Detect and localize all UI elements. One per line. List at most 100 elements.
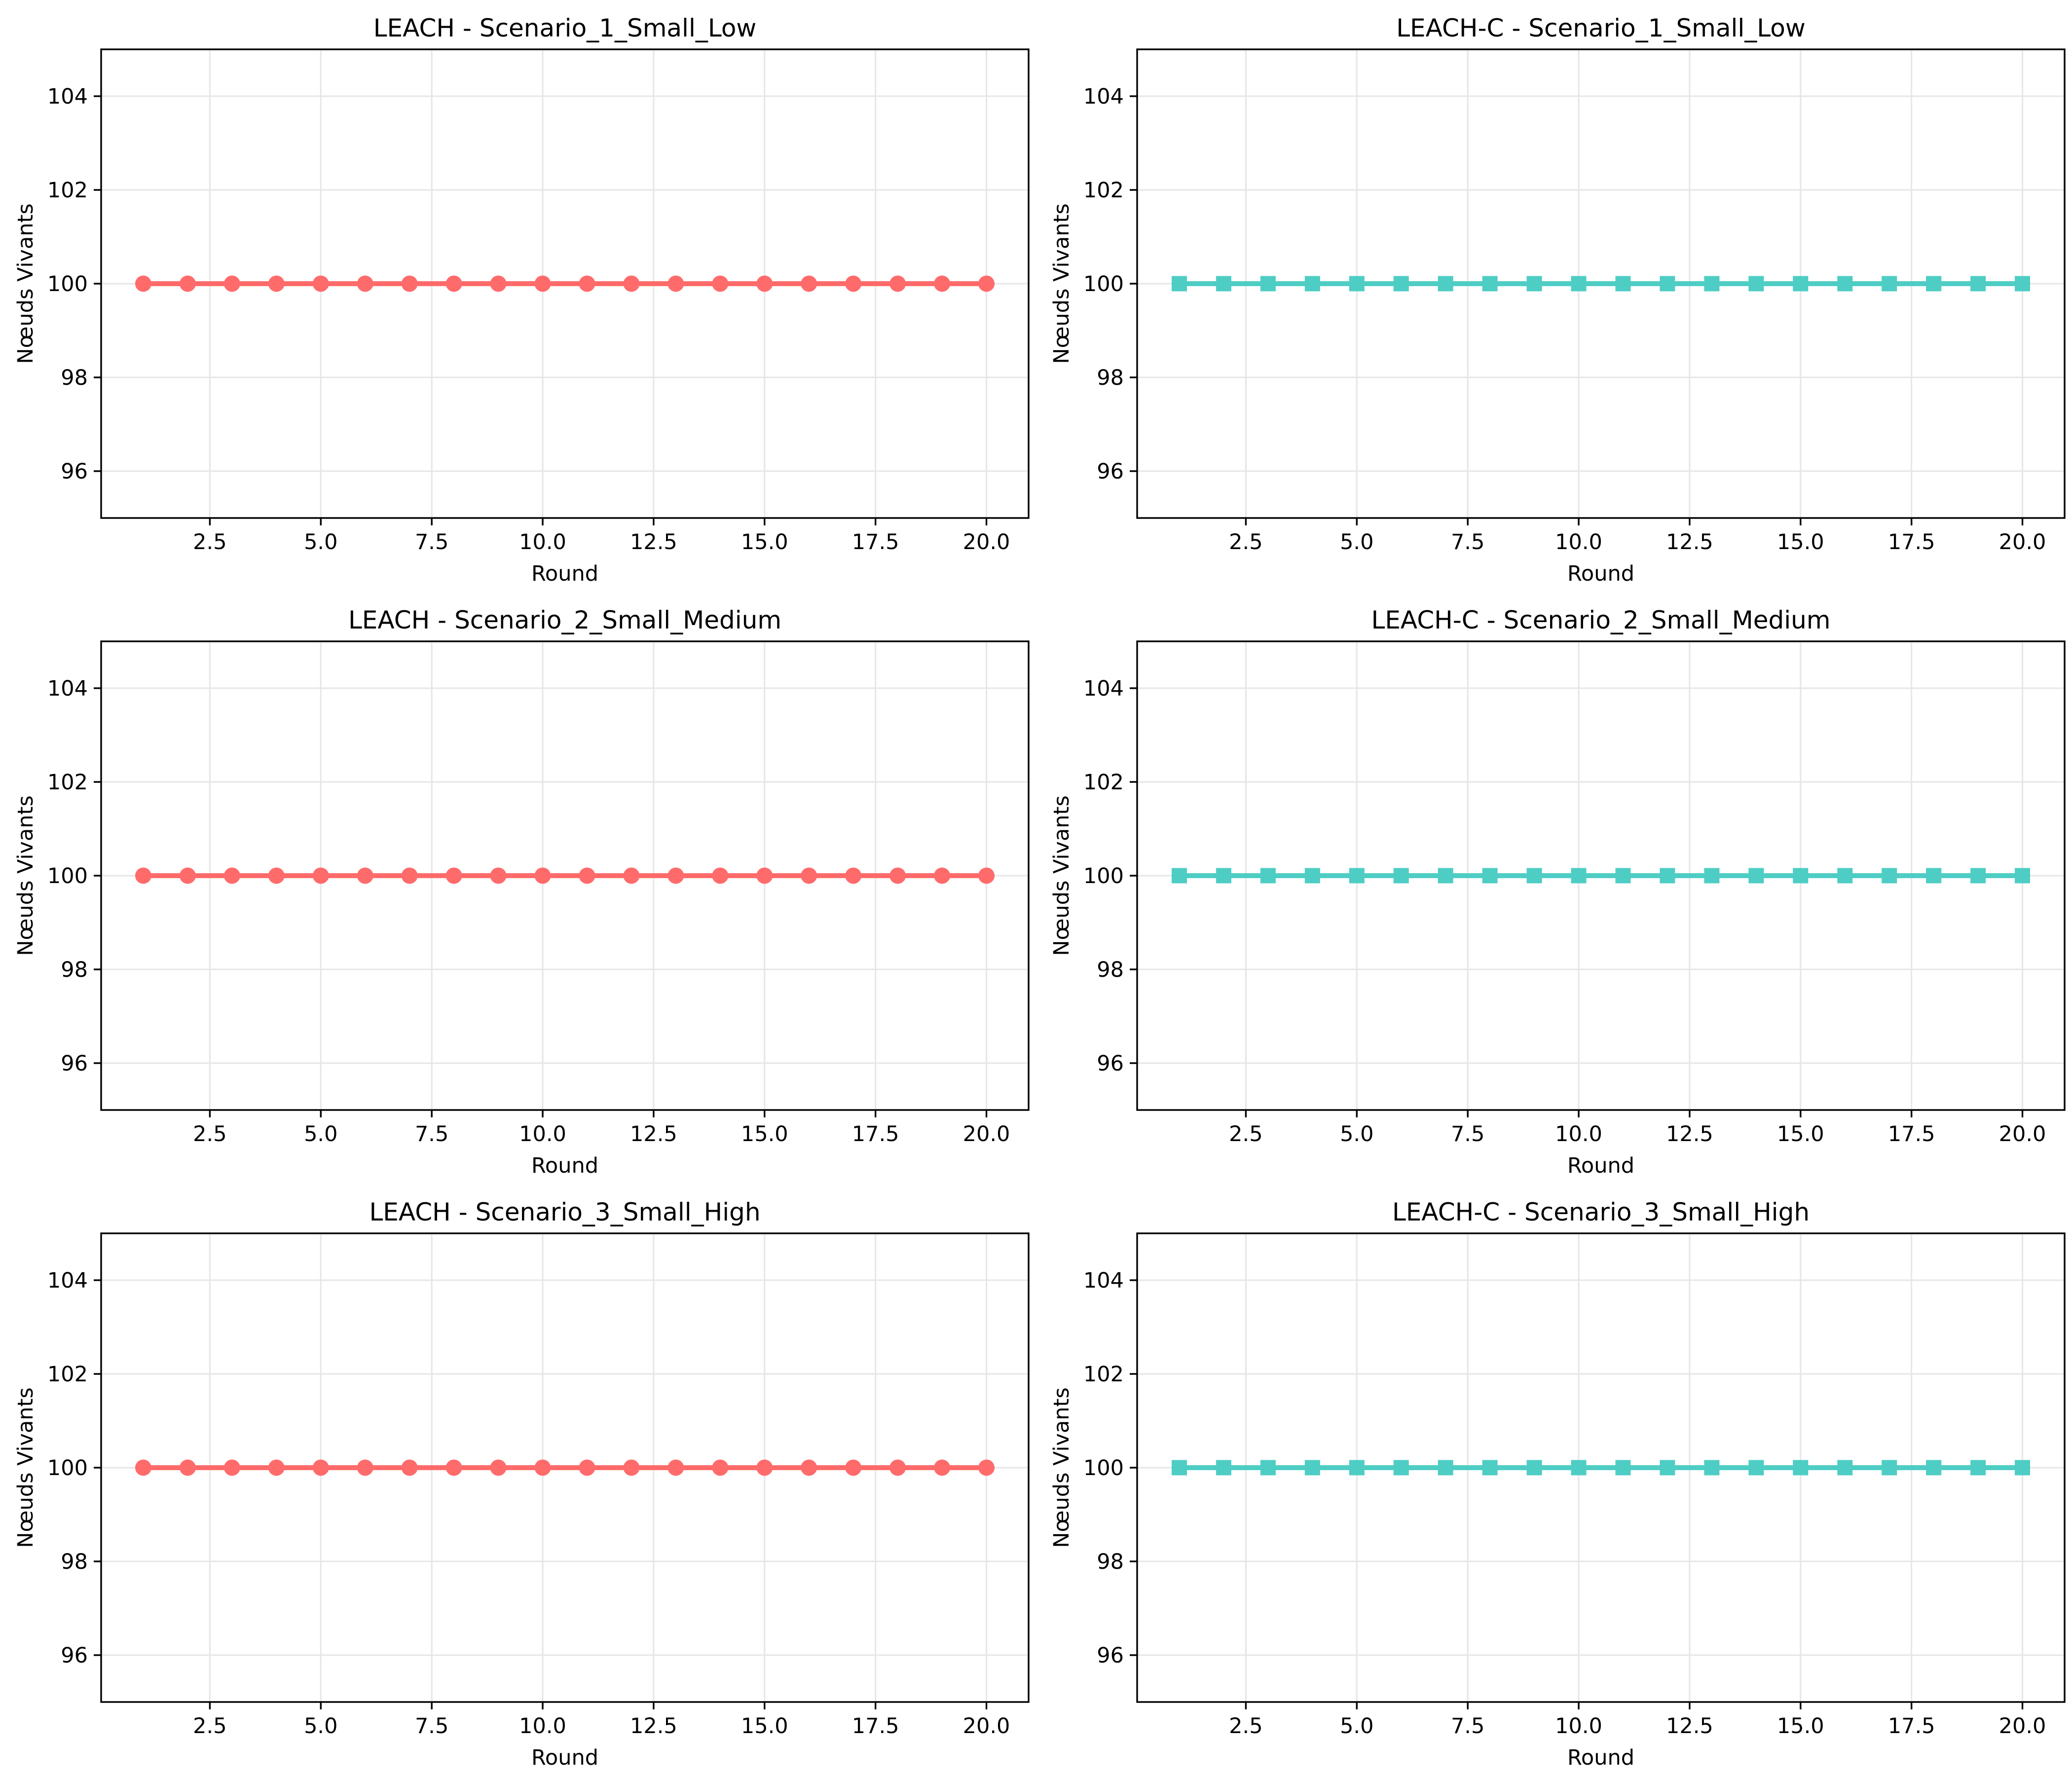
svg-text:12.5: 12.5 (630, 530, 677, 555)
svg-text:15.0: 15.0 (1777, 1714, 1824, 1739)
subplot-leachc-scenario-3: LEACH-C - Scenario_3_Small_High Nœuds Vi… (1036, 1184, 2072, 1776)
chart-title: LEACH-C - Scenario_3_Small_High (1392, 1198, 1810, 1226)
svg-text:7.5: 7.5 (1451, 530, 1484, 555)
subplot-leachc-scenario-1: LEACH-C - Scenario_1_Small_Low Nœuds Viv… (1036, 0, 2072, 592)
chart-title: LEACH - Scenario_3_Small_High (369, 1198, 761, 1226)
svg-text:96: 96 (1097, 1643, 1124, 1668)
svg-text:100: 100 (1083, 272, 1124, 296)
chart-title: LEACH-C - Scenario_2_Small_Medium (1371, 606, 1831, 634)
svg-text:10.0: 10.0 (519, 1122, 566, 1147)
svg-text:17.5: 17.5 (852, 530, 899, 555)
svg-text:5.0: 5.0 (1340, 1714, 1373, 1739)
svg-text:2.5: 2.5 (1229, 1122, 1262, 1147)
svg-text:15.0: 15.0 (741, 1122, 788, 1147)
svg-text:98: 98 (1097, 1550, 1124, 1574)
svg-text:7.5: 7.5 (1451, 1122, 1484, 1147)
svg-text:17.5: 17.5 (1888, 1122, 1935, 1147)
svg-text:12.5: 12.5 (1666, 1714, 1713, 1739)
svg-text:7.5: 7.5 (415, 1714, 448, 1739)
svg-text:104: 104 (1083, 1268, 1124, 1293)
svg-text:100: 100 (47, 1456, 88, 1480)
svg-text:5.0: 5.0 (304, 530, 337, 555)
svg-text:17.5: 17.5 (1888, 530, 1935, 555)
svg-text:10.0: 10.0 (1555, 1122, 1602, 1147)
svg-text:104: 104 (47, 1268, 88, 1293)
svg-text:98: 98 (61, 1550, 88, 1574)
subplot-leach-scenario-1: LEACH - Scenario_1_Small_Low Nœuds Vivan… (0, 0, 1036, 592)
subplot-leachc-scenario-2: LEACH-C - Scenario_2_Small_Medium Nœuds … (1036, 592, 2072, 1184)
svg-text:2.5: 2.5 (1229, 530, 1262, 555)
svg-text:20.0: 20.0 (1999, 1714, 2046, 1739)
svg-text:12.5: 12.5 (630, 1122, 677, 1147)
subplot-leach-scenario-2: LEACH - Scenario_2_Small_Medium Nœuds Vi… (0, 592, 1036, 1184)
svg-text:104: 104 (47, 84, 88, 109)
chart-title: LEACH - Scenario_1_Small_Low (373, 14, 757, 42)
svg-text:20.0: 20.0 (963, 1714, 1010, 1739)
svg-text:2.5: 2.5 (193, 1122, 226, 1147)
svg-text:2.5: 2.5 (193, 530, 226, 555)
svg-text:104: 104 (1083, 84, 1124, 109)
svg-text:20.0: 20.0 (963, 530, 1010, 555)
svg-text:15.0: 15.0 (1777, 1122, 1824, 1147)
x-axis-label: Round (1567, 1153, 1635, 1178)
svg-text:12.5: 12.5 (1666, 530, 1713, 555)
svg-text:7.5: 7.5 (415, 530, 448, 555)
x-axis-label: Round (531, 561, 599, 586)
svg-text:2.5: 2.5 (193, 1714, 226, 1739)
svg-text:98: 98 (61, 958, 88, 982)
chart-title: LEACH - Scenario_2_Small_Medium (348, 606, 782, 634)
svg-text:10.0: 10.0 (1555, 1714, 1602, 1739)
svg-text:17.5: 17.5 (852, 1122, 899, 1147)
svg-text:100: 100 (47, 864, 88, 888)
svg-text:17.5: 17.5 (1888, 1714, 1935, 1739)
svg-text:100: 100 (1083, 864, 1124, 888)
svg-text:10.0: 10.0 (1555, 530, 1602, 555)
svg-text:100: 100 (47, 272, 88, 296)
plot-canvas: 2.5 5.0 7.5 10.0 12.5 15.0 17.5 20.0 96 98 100 102 1… (47, 640, 1030, 1147)
svg-text:7.5: 7.5 (415, 1122, 448, 1147)
plot-canvas: 2.5 5.0 7.5 10.0 12.5 15.0 17.5 20.0 96 98 100 102 1… (1083, 48, 2066, 555)
plot-canvas: 2.5 5.0 7.5 10.0 12.5 15.0 17.5 20.0 96 98 100 102 1… (1083, 640, 2066, 1147)
svg-text:5.0: 5.0 (1340, 1122, 1373, 1147)
svg-text:96: 96 (1097, 459, 1124, 484)
svg-text:10.0: 10.0 (519, 530, 566, 555)
svg-text:20.0: 20.0 (963, 1122, 1010, 1147)
svg-text:98: 98 (1097, 366, 1124, 390)
svg-text:15.0: 15.0 (741, 1714, 788, 1739)
svg-text:102: 102 (47, 178, 88, 203)
svg-text:15.0: 15.0 (741, 530, 788, 555)
svg-text:7.5: 7.5 (1451, 1714, 1484, 1739)
subplot-leach-scenario-3: LEACH - Scenario_3_Small_High Nœuds Viva… (0, 1184, 1036, 1776)
svg-text:102: 102 (47, 770, 88, 795)
x-axis-label: Round (531, 1745, 599, 1770)
svg-text:102: 102 (1083, 178, 1124, 203)
svg-text:12.5: 12.5 (1666, 1122, 1713, 1147)
svg-text:100: 100 (1083, 1456, 1124, 1480)
svg-text:96: 96 (61, 1051, 88, 1076)
svg-text:20.0: 20.0 (1999, 530, 2046, 555)
svg-text:5.0: 5.0 (304, 1714, 337, 1739)
svg-text:20.0: 20.0 (1999, 1122, 2046, 1147)
svg-text:102: 102 (1083, 770, 1124, 795)
svg-text:102: 102 (47, 1362, 88, 1387)
svg-text:5.0: 5.0 (1340, 530, 1373, 555)
svg-text:96: 96 (61, 459, 88, 484)
svg-text:15.0: 15.0 (1777, 530, 1824, 555)
svg-text:98: 98 (1097, 958, 1124, 982)
svg-text:96: 96 (1097, 1051, 1124, 1076)
plot-canvas: 2.5 5.0 7.5 10.0 12.5 15.0 17.5 20.0 96 98 100 102 1… (47, 48, 1030, 555)
svg-text:12.5: 12.5 (630, 1714, 677, 1739)
plot-canvas: 2.5 5.0 7.5 10.0 12.5 15.0 17.5 20.0 96 98 100 102 1… (47, 1232, 1030, 1739)
svg-text:10.0: 10.0 (519, 1714, 566, 1739)
svg-text:2.5: 2.5 (1229, 1714, 1262, 1739)
x-axis-label: Round (1567, 1745, 1635, 1770)
svg-text:96: 96 (61, 1643, 88, 1668)
svg-text:98: 98 (61, 366, 88, 390)
svg-text:5.0: 5.0 (304, 1122, 337, 1147)
svg-text:104: 104 (47, 676, 88, 701)
svg-text:17.5: 17.5 (852, 1714, 899, 1739)
plot-canvas: 2.5 5.0 7.5 10.0 12.5 15.0 17.5 20.0 96 98 100 102 1… (1083, 1232, 2066, 1739)
x-axis-label: Round (531, 1153, 599, 1178)
